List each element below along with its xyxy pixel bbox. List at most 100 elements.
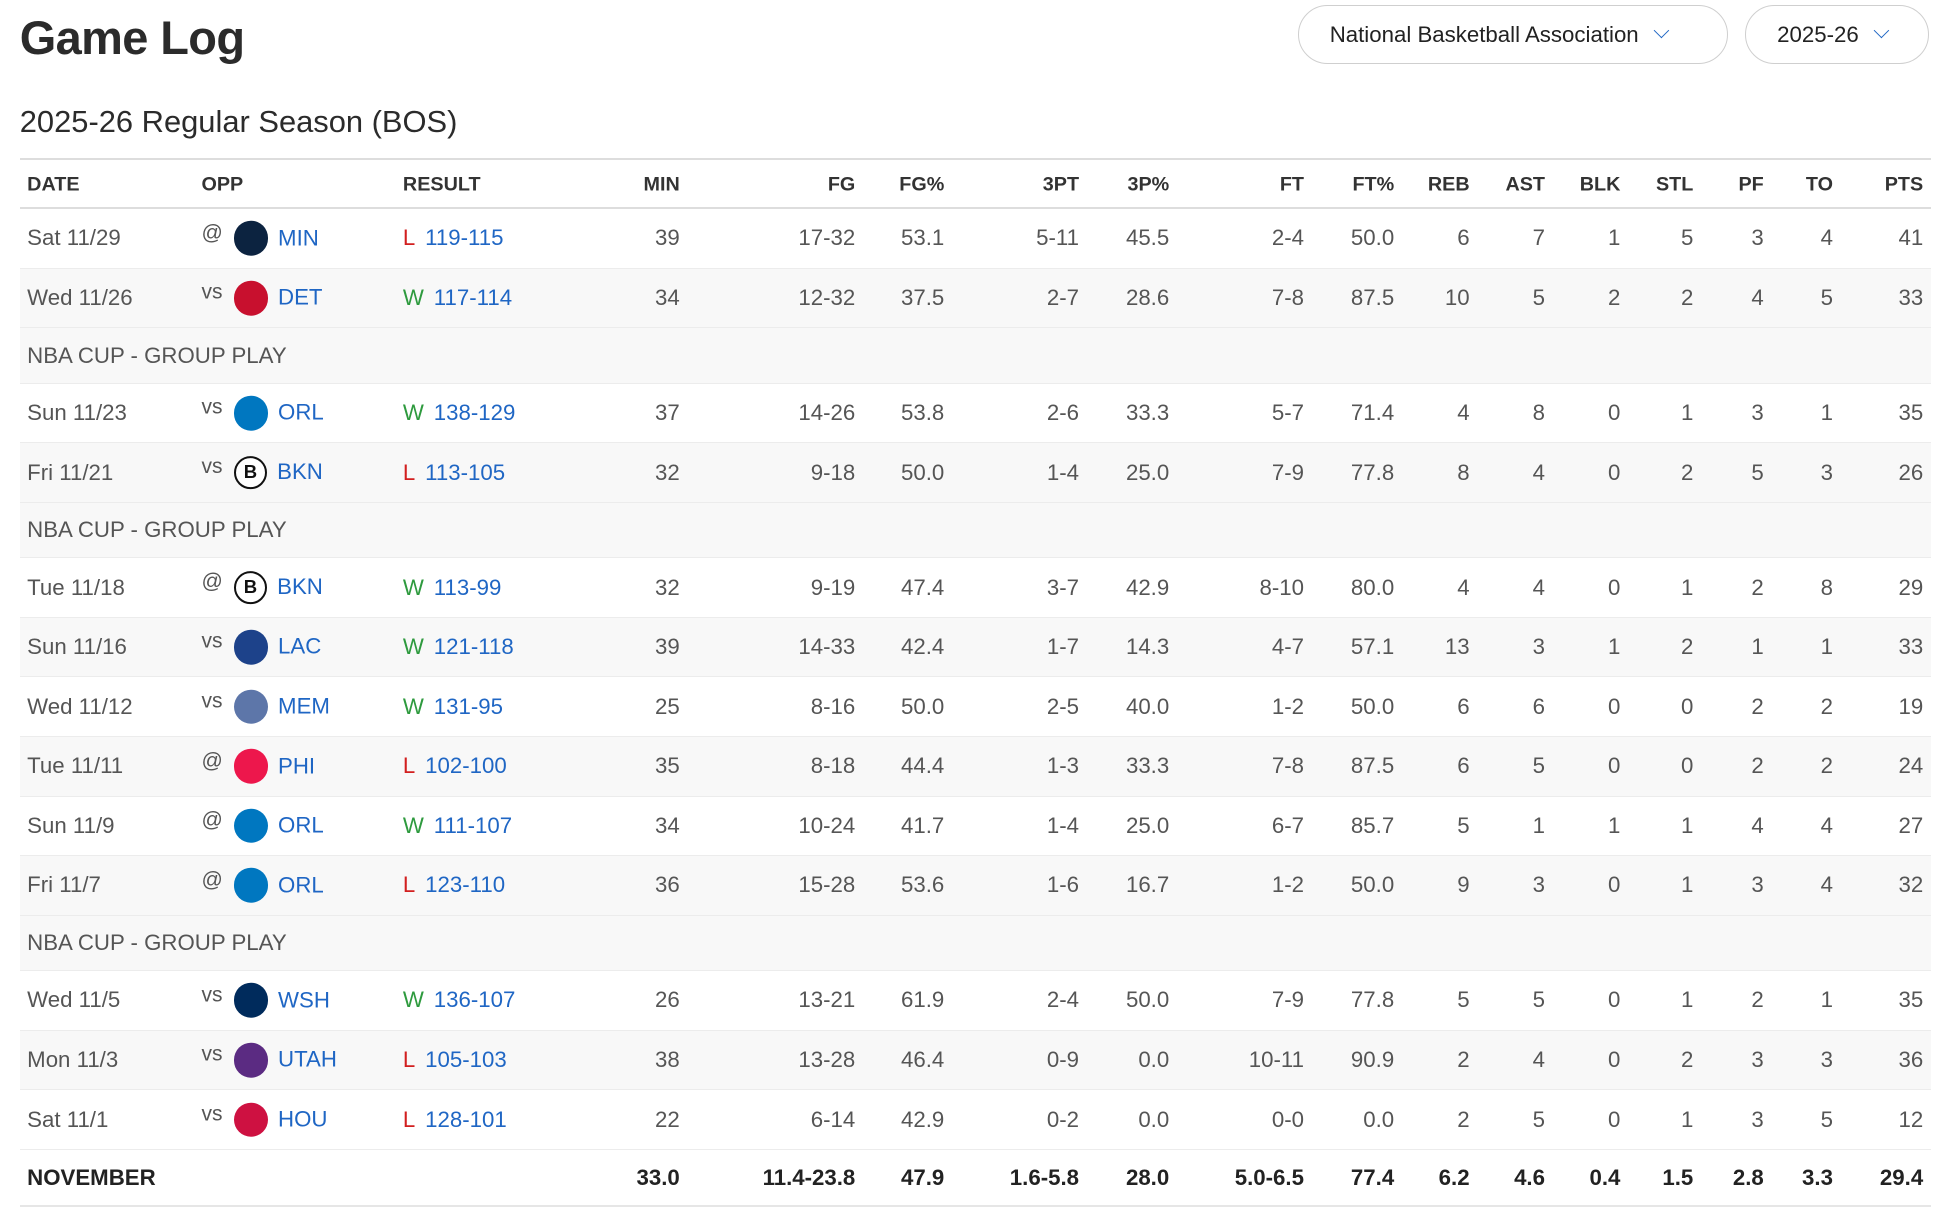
score-link[interactable]: 138-129: [433, 399, 516, 425]
column-header-3pp[interactable]: 3P%: [1127, 173, 1170, 196]
total-fg: 11.4-23.8: [762, 1164, 856, 1190]
opponent-link[interactable]: UTAH: [278, 1046, 337, 1072]
table-row: Tue 11/18 @ B BKN W 113-99 32 9-19 47.4 3-7 42.9 8-…: [19, 558, 1931, 618]
opponent-link[interactable]: DET: [278, 285, 323, 311]
stat-pts: 26: [1898, 459, 1924, 485]
stat-pts: 24: [1898, 753, 1924, 779]
score-link[interactable]: 121-118: [433, 634, 514, 660]
stat-fg: 8-16: [810, 693, 856, 719]
stat-ftp: 77.8: [1350, 987, 1395, 1013]
score-link[interactable]: 123-110: [425, 872, 506, 898]
stat-fg: 8-18: [810, 753, 856, 779]
stat-blk: 0: [1608, 1046, 1621, 1072]
score-link[interactable]: 105-103: [425, 1046, 507, 1072]
score-link[interactable]: 136-107: [433, 987, 516, 1013]
column-header-ft[interactable]: FT: [1279, 173, 1304, 196]
opponent-link[interactable]: BKN: [277, 574, 323, 600]
stat-ast: 3: [1532, 872, 1545, 898]
opponent-link[interactable]: HOU: [278, 1106, 328, 1132]
group-label-row: NBA CUP - GROUP PLAY: [19, 328, 1931, 384]
stat-3pt: 1-6: [1046, 872, 1080, 898]
stat-fg: 9-18: [810, 459, 856, 485]
stat-blk: 0: [1608, 1106, 1621, 1132]
opponent: @ ORL: [201, 808, 324, 844]
section-title: 2025-26 Regular Season (BOS): [19, 103, 458, 139]
home-away: @: [201, 749, 223, 773]
score-link[interactable]: 119-115: [425, 225, 504, 251]
table-row: Sun 11/9 @ ORL W 111-107 34 10-24 41.7 1-4 25.0 6-…: [19, 797, 1931, 857]
opponent-link[interactable]: MEM: [278, 693, 330, 719]
stat-fg: 14-33: [798, 634, 856, 660]
home-away: vs: [201, 396, 223, 420]
total-stl: 1.5: [1662, 1164, 1694, 1190]
stat-3pt: 1-7: [1046, 634, 1080, 660]
stat-3pt: 1-3: [1046, 753, 1080, 779]
stat-fgp: 61.9: [901, 987, 945, 1013]
stat-fgp: 50.0: [901, 459, 945, 485]
column-header-fg[interactable]: FG: [827, 173, 856, 196]
stat-ast: 6: [1532, 693, 1545, 719]
score-link[interactable]: 113-105: [425, 459, 506, 485]
result: W 111-107: [403, 813, 512, 839]
stat-ft: 1-2: [1271, 872, 1304, 898]
table-row: Sat 11/1 vs HOU L 128-101 22 6-14 42.9 0-2 0.0 0-0…: [19, 1090, 1931, 1150]
stat-ft: 4-7: [1271, 634, 1304, 660]
stat-3pt: 1-4: [1046, 812, 1080, 838]
stat-ft: 8-10: [1259, 574, 1304, 600]
stat-stl: 2: [1680, 1046, 1694, 1072]
column-header-reb[interactable]: REB: [1427, 173, 1470, 196]
column-header-blk[interactable]: BLK: [1579, 173, 1621, 196]
stat-pts: 35: [1898, 987, 1924, 1013]
column-header-ast[interactable]: AST: [1505, 173, 1545, 196]
stat-pts: 19: [1898, 693, 1924, 719]
home-away: vs: [201, 455, 223, 479]
stat-ftp: 90.9: [1350, 1046, 1395, 1072]
opponent-link[interactable]: MIN: [278, 225, 319, 251]
score-link[interactable]: 117-114: [433, 285, 513, 311]
stat-3pt: 0-2: [1046, 1106, 1080, 1132]
score-link[interactable]: 131-95: [433, 693, 504, 719]
stat-ast: 5: [1532, 285, 1545, 311]
stat-pf: 4: [1751, 812, 1764, 838]
column-header-pts[interactable]: PTS: [1884, 173, 1924, 196]
score-link[interactable]: 102-100: [425, 753, 507, 779]
opponent-link[interactable]: ORL: [278, 399, 324, 425]
home-away: vs: [201, 1042, 223, 1066]
column-header-fgp[interactable]: FG%: [899, 173, 945, 196]
result: L 119-115: [403, 225, 504, 251]
column-header-min[interactable]: MIN: [643, 173, 680, 196]
score-link[interactable]: 128-101: [425, 1106, 507, 1132]
stat-ft: 7-8: [1271, 285, 1304, 311]
opponent-link[interactable]: LAC: [278, 634, 322, 660]
total-ast: 4.6: [1514, 1164, 1545, 1190]
win-loss: W: [402, 693, 424, 719]
table-row: Fri 11/21 vs B BKN L 113-105 32 9-18 50.0 1-4 25.0…: [19, 443, 1931, 503]
column-header-to[interactable]: TO: [1805, 173, 1833, 196]
opponent-link[interactable]: ORL: [278, 872, 324, 898]
stat-min: 39: [655, 634, 680, 660]
season-select[interactable]: 2025-26: [1745, 4, 1930, 65]
opponent-link[interactable]: PHI: [278, 753, 316, 779]
column-header-stl[interactable]: STL: [1655, 173, 1694, 196]
opponent-link[interactable]: ORL: [278, 812, 324, 838]
column-header-3pt[interactable]: 3PT: [1042, 173, 1080, 196]
home-away: vs: [201, 689, 223, 713]
score-link[interactable]: 113-99: [433, 574, 502, 600]
stat-min: 39: [655, 225, 680, 251]
result: W 138-129: [403, 400, 515, 426]
column-header-opp[interactable]: OPP: [201, 173, 244, 196]
stat-reb: 6: [1457, 693, 1470, 719]
column-header-date[interactable]: DATE: [27, 173, 80, 196]
page-title: Game Log: [19, 10, 245, 64]
stat-3pt: 2-6: [1046, 399, 1080, 425]
score-link[interactable]: 111-107: [433, 812, 513, 838]
opponent-link[interactable]: BKN: [277, 459, 323, 485]
league-select[interactable]: National Basketball Association: [1297, 4, 1728, 65]
column-header-pf[interactable]: PF: [1738, 173, 1764, 196]
stat-min: 34: [655, 812, 680, 838]
column-header-res[interactable]: RESULT: [402, 173, 481, 196]
opponent-link[interactable]: WSH: [278, 987, 330, 1013]
stat-reb: 4: [1457, 399, 1470, 425]
stat-3pt: 2-5: [1046, 693, 1080, 719]
column-header-ftp[interactable]: FT%: [1352, 173, 1395, 196]
